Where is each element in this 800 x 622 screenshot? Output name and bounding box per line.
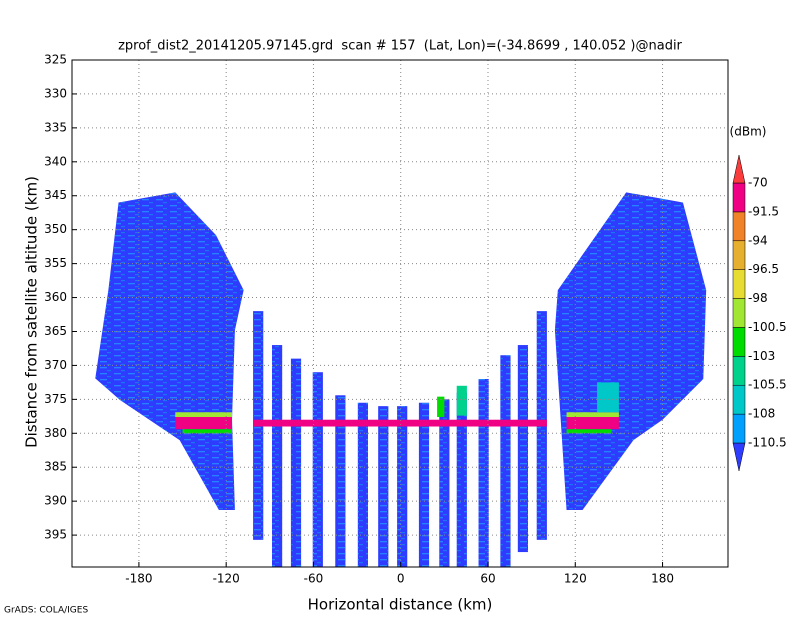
cell-texture xyxy=(335,395,346,567)
colorbar-label: -108 xyxy=(748,407,775,421)
cell-texture xyxy=(517,345,528,553)
chart-title: zprof_dist2_20141205.97145.grd scan # 15… xyxy=(118,39,682,54)
footer: GrADS: COLA/IGES xyxy=(4,606,88,616)
cell-texture xyxy=(500,355,511,567)
cell xyxy=(175,412,232,418)
cell xyxy=(566,412,619,418)
colorbar-segment xyxy=(732,356,746,386)
cell xyxy=(566,429,612,434)
y-tick-label: 380 xyxy=(44,426,67,440)
y-tick-label: 390 xyxy=(44,494,67,508)
x-axis-label: Horizontal distance (km) xyxy=(308,596,493,614)
y-tick-label: 345 xyxy=(44,188,67,202)
colorbar-label: -103 xyxy=(748,349,775,363)
colorbar-segment xyxy=(732,211,746,242)
x-tick-label: -120 xyxy=(213,572,240,586)
cell xyxy=(175,417,232,430)
y-tick-label: 340 xyxy=(44,154,67,168)
x-tick-label: -60 xyxy=(304,572,324,586)
y-tick-label: 385 xyxy=(44,460,67,474)
colorbar-segment xyxy=(732,269,746,299)
colorbar-segment xyxy=(732,182,746,213)
colorbar-label: -110.5 xyxy=(748,436,787,450)
plot-area xyxy=(95,192,707,567)
y-tick-label: 360 xyxy=(44,290,67,304)
colorbar-label: -96.5 xyxy=(748,262,779,276)
cell xyxy=(456,385,467,416)
x-tick-label: 60 xyxy=(480,572,495,586)
cell xyxy=(437,396,445,418)
cell-texture xyxy=(397,406,408,567)
cell-texture xyxy=(357,402,368,567)
cell-texture xyxy=(312,372,323,567)
cell xyxy=(566,417,619,430)
colorbar-segment xyxy=(732,154,746,184)
colorbar-segment xyxy=(732,327,746,357)
cell-texture xyxy=(456,392,467,567)
cell xyxy=(597,382,619,413)
cell-texture xyxy=(378,406,389,567)
y-tick-label: 395 xyxy=(44,528,67,542)
y-tick-label: 325 xyxy=(44,53,67,67)
colorbar-label: -91.5 xyxy=(748,204,779,218)
cell-texture xyxy=(418,402,430,567)
colorbar-label: -100.5 xyxy=(748,320,787,334)
colorbar-segment xyxy=(732,413,746,444)
y-tick-label: 365 xyxy=(44,324,67,338)
x-tick-label: -180 xyxy=(125,572,152,586)
colorbar-segment xyxy=(732,384,746,415)
x-tick-label: 0 xyxy=(397,572,405,586)
colorbar-label: -98 xyxy=(748,291,768,305)
cell-texture xyxy=(439,399,450,567)
colorbar-segment xyxy=(732,240,746,270)
cell xyxy=(253,419,547,427)
colorbar-label: (dBm) xyxy=(730,125,767,139)
y-tick-label: 370 xyxy=(44,358,67,372)
y-axis-label: Distance from satellite altitude (km) xyxy=(23,176,41,448)
y-tick-label: 375 xyxy=(44,392,67,406)
cell xyxy=(182,429,232,434)
plot-frame xyxy=(71,59,729,568)
y-tick-label: 330 xyxy=(44,86,67,100)
colorbar-label: -94 xyxy=(748,233,768,247)
y-tick-label: 350 xyxy=(44,222,67,236)
x-tick-label: 180 xyxy=(651,572,674,586)
cell-texture xyxy=(272,345,283,567)
y-tick-label: 335 xyxy=(44,120,67,134)
x-tick-label: 120 xyxy=(564,572,587,586)
cell-texture xyxy=(478,378,489,567)
colorbar-segment xyxy=(732,298,746,328)
colorbar-label: -70 xyxy=(748,176,768,190)
colorbar-label: -105.5 xyxy=(748,378,787,392)
y-tick-label: 355 xyxy=(44,256,67,270)
cell-texture xyxy=(290,358,302,567)
